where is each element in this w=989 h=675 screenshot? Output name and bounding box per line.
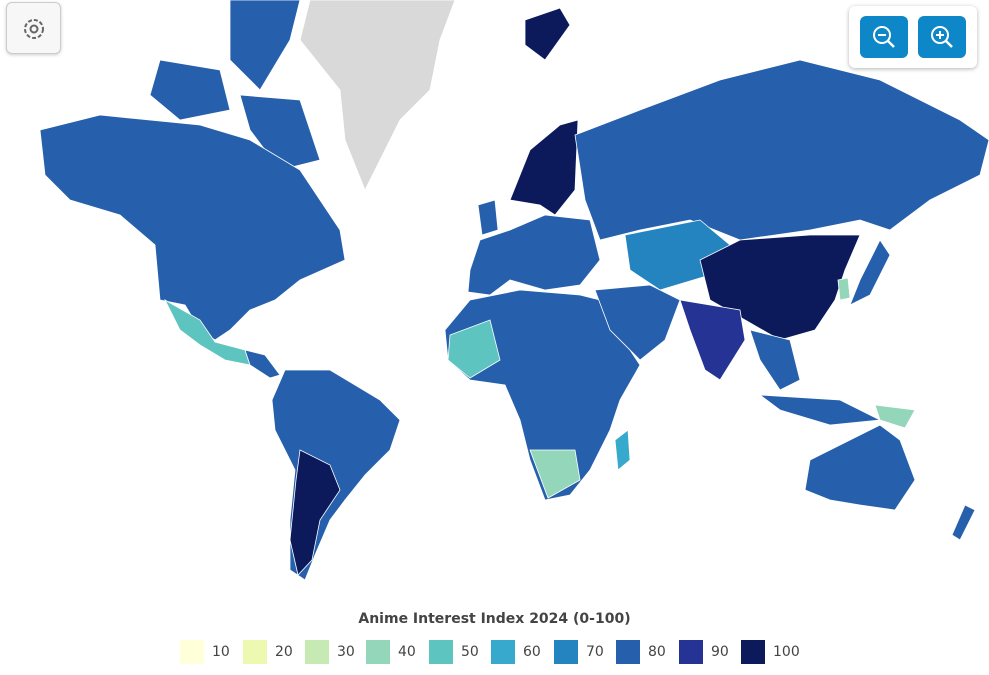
legend-label: 10 [212,644,230,660]
russia [574,59,989,241]
legend-item: 60 [491,640,541,664]
southeast-asia [749,329,882,426]
legend-item: 20 [243,640,293,664]
legend-swatch [429,640,453,664]
legend-item: 70 [554,640,604,664]
north-america [39,114,346,341]
korea [837,277,851,301]
central-america [244,349,281,379]
legend-item: 10 [180,640,230,664]
legend-swatch [616,640,640,664]
legend-swatch [243,640,267,664]
legend-swatch [679,640,703,664]
world-map [39,0,989,581]
legend-label: 80 [648,644,666,660]
legend-item: 80 [616,640,666,664]
legend-title: Anime Interest Index 2024 (0-100) [358,611,631,627]
legend-swatch [180,640,204,664]
zoom-in-button[interactable] [918,16,966,58]
legend-label: 30 [337,644,355,660]
settings-icon [24,19,44,39]
legend-label: 20 [275,644,293,660]
zoom-in-icon [931,26,953,48]
greenland [299,0,456,191]
new-zealand [951,504,976,541]
legend-label: 40 [398,644,416,660]
legend-label: 90 [711,644,729,660]
zoom-out-button[interactable] [860,16,908,58]
papua [874,404,916,429]
japan [849,239,891,306]
legend-swatch [491,640,515,664]
legend-item: 100 [741,640,800,664]
legend-item: 90 [679,640,729,664]
legend-item: 40 [366,640,416,664]
south-america [271,369,401,581]
southern-cone [289,449,341,576]
legend-swatch [554,640,578,664]
legend-label: 50 [461,644,479,660]
legend-item: 50 [429,640,479,664]
legend-swatch [305,640,329,664]
arctic-islands [149,0,321,171]
india [679,299,746,381]
legend-item: 30 [305,640,355,664]
middle-east [594,284,681,361]
australia [804,424,916,511]
southern-africa [529,449,581,499]
legend-swatch [741,640,765,664]
madagascar [614,429,631,471]
legend-swatch [366,640,390,664]
legend-label: 70 [586,644,604,660]
zoom-out-icon [873,26,895,48]
legend-label: 60 [523,644,541,660]
west-africa [447,319,501,379]
europe [467,214,601,296]
svalbard [524,7,571,61]
uk [477,199,499,236]
legend-label: 100 [773,644,800,660]
scandinavia [509,119,579,216]
settings-button[interactable] [6,2,61,54]
